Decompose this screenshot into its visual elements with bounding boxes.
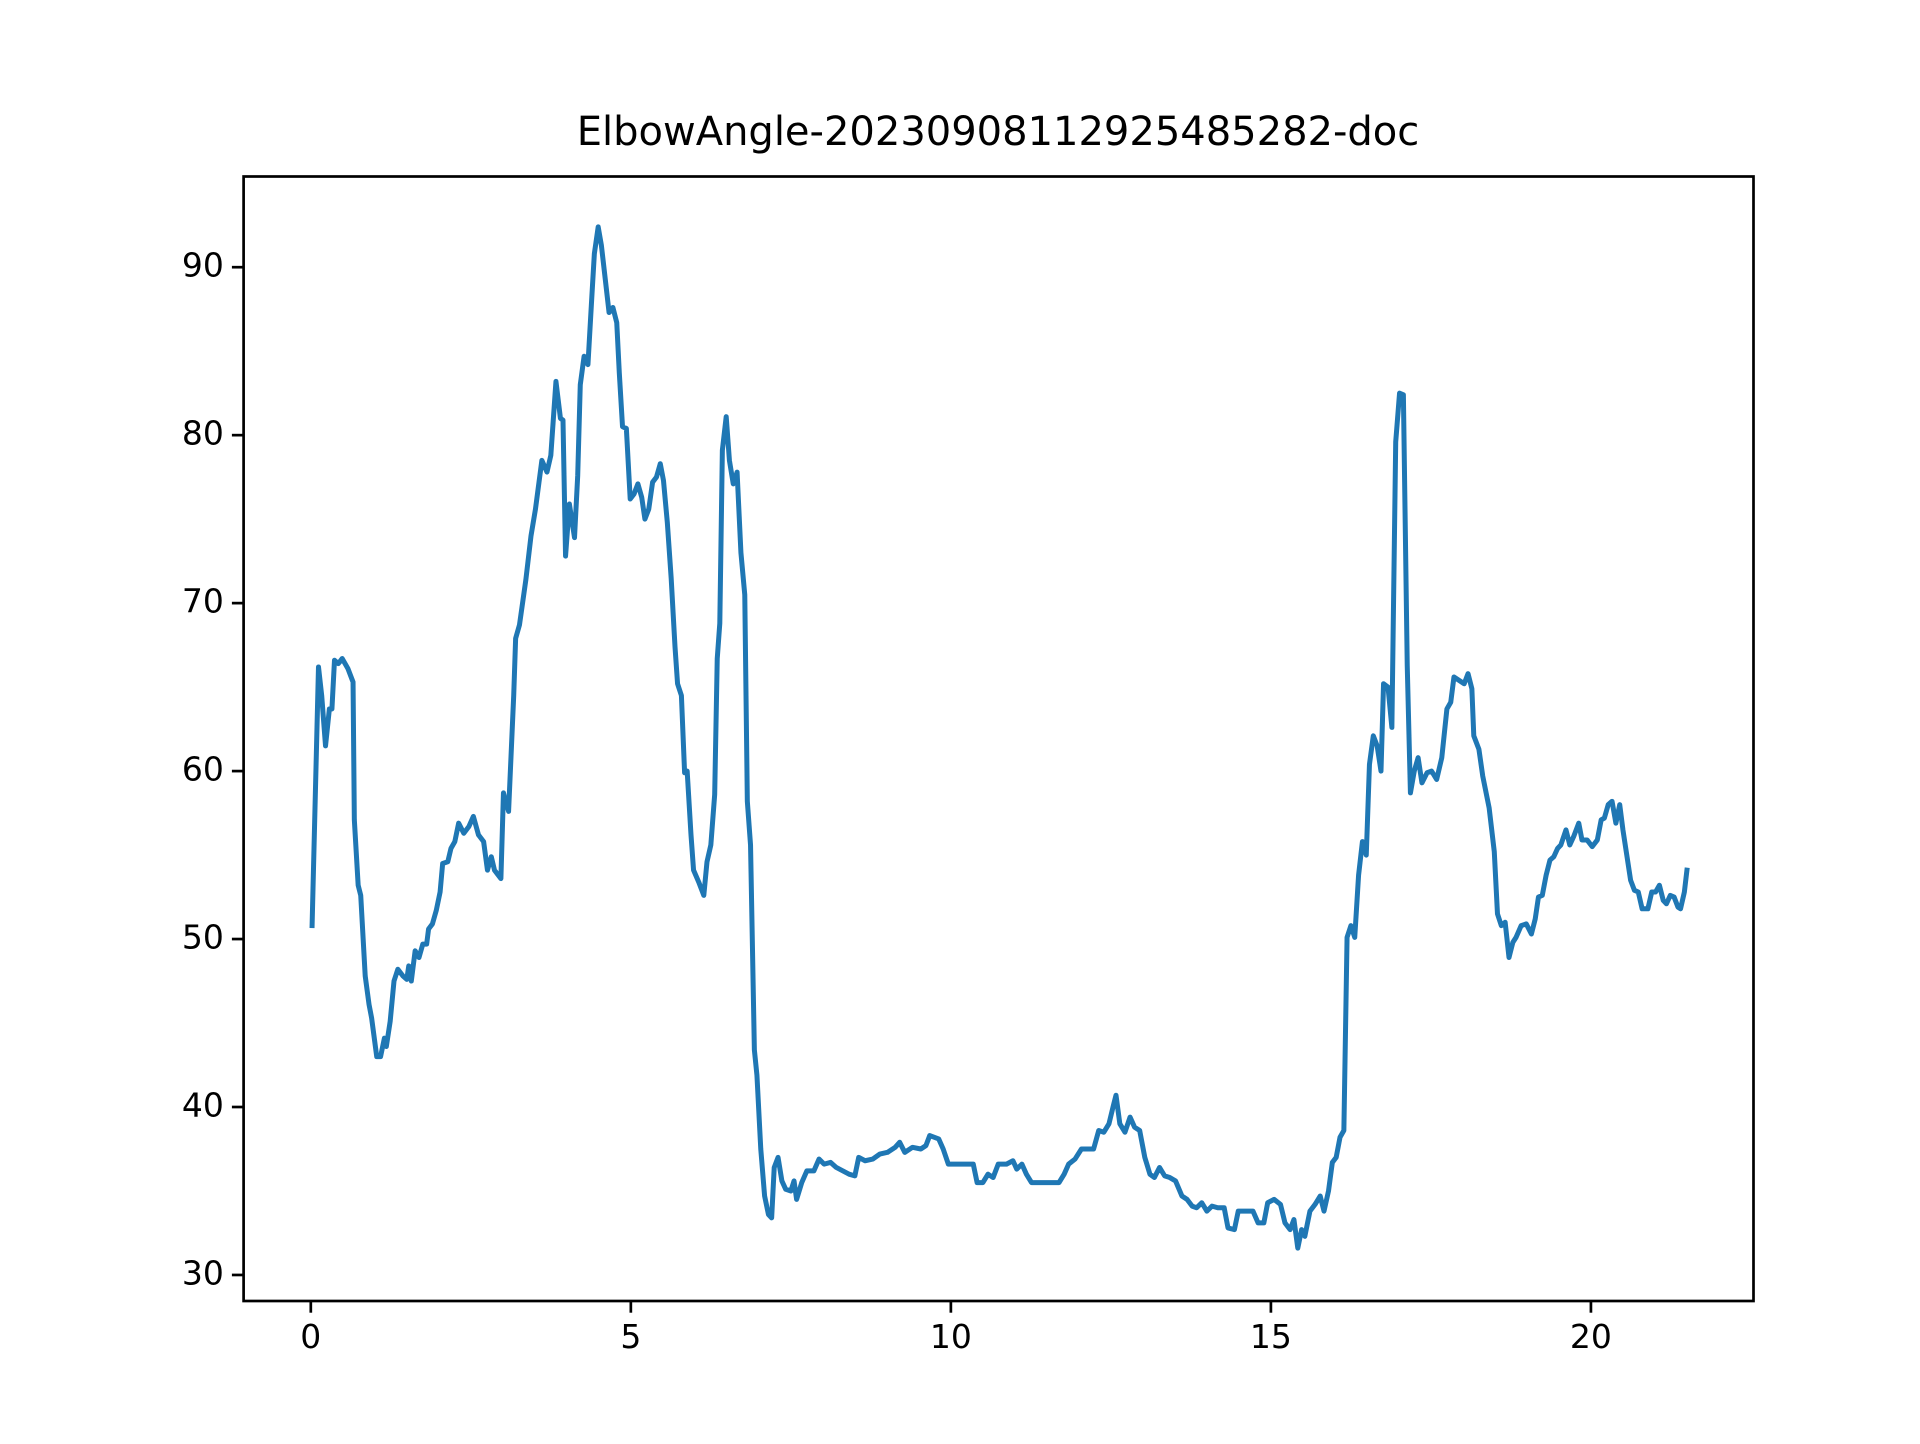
data-line xyxy=(309,224,1690,1251)
y-tick-label: 80 xyxy=(182,414,224,453)
y-tick-label: 70 xyxy=(182,582,224,621)
x-tick-label: 20 xyxy=(1570,1317,1612,1356)
y-tick-label: 50 xyxy=(182,918,224,957)
y-tick-label: 60 xyxy=(182,750,224,789)
y-tick-label: 40 xyxy=(182,1086,224,1125)
y-tick-label: 30 xyxy=(182,1253,224,1292)
chart-title: ElbowAngle-20230908112925485282-doc xyxy=(577,109,1420,155)
y-tick-label: 90 xyxy=(182,246,224,285)
x-tick-label: 10 xyxy=(930,1317,972,1356)
x-tick-label: 5 xyxy=(620,1317,641,1356)
x-tick-label: 0 xyxy=(300,1317,321,1356)
plot-frame xyxy=(242,175,1755,1303)
x-tick-label: 15 xyxy=(1250,1317,1292,1356)
